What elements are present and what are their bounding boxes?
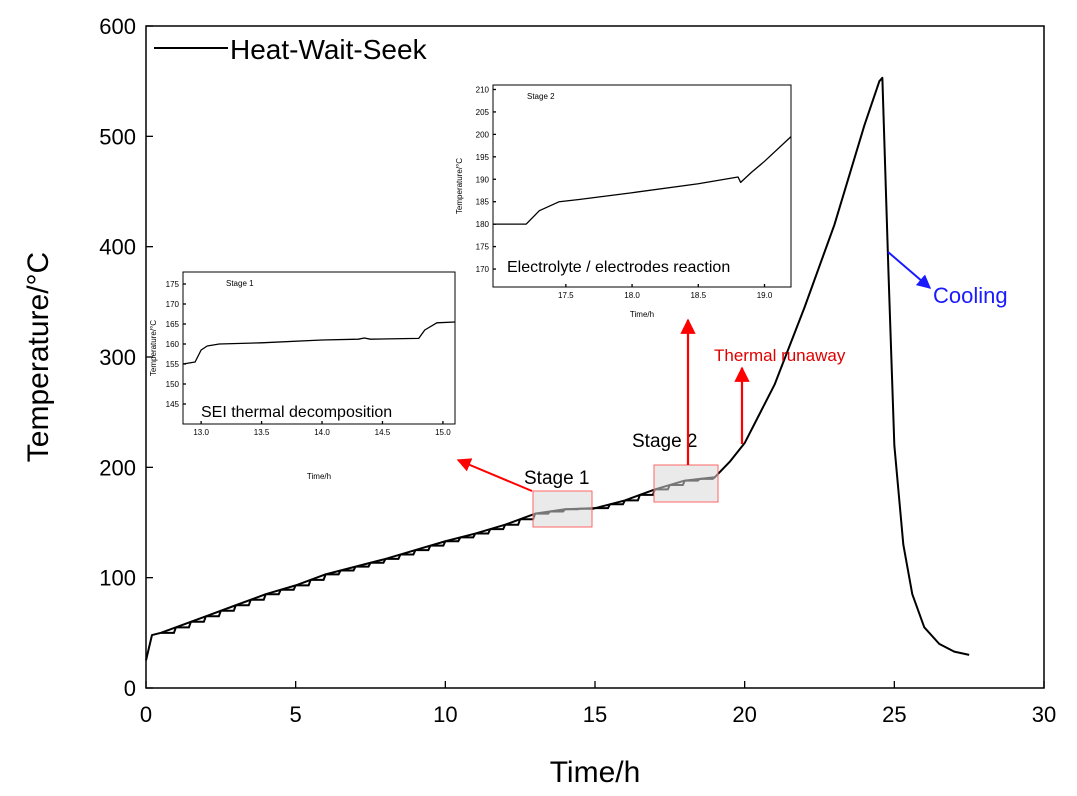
x-tick-label: 18.0 <box>624 291 640 300</box>
y-tick-label: 175 <box>166 280 180 289</box>
inset-stage1-line <box>182 321 456 365</box>
y-tick-label: 160 <box>166 340 180 349</box>
x-tick-label: 5 <box>290 702 302 727</box>
inset-stage2-caption: Electrolyte / electrodes reaction <box>507 259 730 276</box>
y-tick-label: 600 <box>99 14 136 39</box>
y-tick-label: 195 <box>476 153 490 162</box>
inset-stage2-line <box>493 136 792 225</box>
stage1-label: Stage 1 <box>524 468 590 489</box>
inset-stage1: 13.0 13.5 14.0 14.5 15.0 145 150 155 160 165 170 17… <box>149 271 456 481</box>
y-tick-label: 200 <box>99 455 136 480</box>
legend-label: Heat-Wait-Seek <box>230 34 428 65</box>
x-tick-label: 25 <box>882 702 906 727</box>
y-tick-label: 300 <box>99 345 136 370</box>
inset-stage1-title: Stage 1 <box>226 279 254 288</box>
y-tick-label: 200 <box>476 130 490 139</box>
y-tick-label: 145 <box>166 400 180 409</box>
inset-stage2-ticks: 17.5 18.0 18.5 19.0 170 175 180 185 190 195 200 205… <box>476 85 773 300</box>
inset-stage1-frame <box>182 271 456 425</box>
y-tick-label: 175 <box>476 243 490 252</box>
inset-stage1-xlabel: Time/h <box>307 472 331 481</box>
inset-stage2-ylabel: Temperature/°C <box>455 158 464 214</box>
y-tick-label: 500 <box>99 124 136 149</box>
y-tick-label: 170 <box>166 300 180 309</box>
inset-stage2-xlabel: Time/h <box>630 310 654 319</box>
inset-stage2-title: Stage 2 <box>527 92 555 101</box>
x-tick-label: 14.5 <box>375 428 391 437</box>
inset-stage1-ticks: 13.0 13.5 14.0 14.5 15.0 145 150 155 160 165 170 17… <box>166 280 452 437</box>
x-tick-label: 14.0 <box>314 428 330 437</box>
x-tick-label: 15.0 <box>435 428 451 437</box>
thermal-runaway-label: Thermal runaway <box>714 346 846 365</box>
x-tick-label: 17.5 <box>558 291 574 300</box>
series-line <box>182 321 456 365</box>
y-tick-label: 205 <box>476 108 490 117</box>
staircase-steps <box>160 476 716 634</box>
x-tick-label: 0 <box>140 702 152 727</box>
y-tick-label: 170 <box>476 265 490 274</box>
inset-stage1-caption: SEI thermal decomposition <box>201 404 392 421</box>
y-tick-label: 210 <box>476 85 490 94</box>
stage1-arrow <box>456 458 533 492</box>
inset-stage2: 17.5 18.0 18.5 19.0 170 175 180 185 190 195 200 205… <box>455 84 792 319</box>
stage1-highlight-box <box>532 490 593 528</box>
y-tick-label: 100 <box>99 566 136 591</box>
series-line <box>493 136 792 225</box>
x-axis-label: Time/h <box>550 756 641 789</box>
y-tick-label: 155 <box>166 360 180 369</box>
x-tick-label: 13.5 <box>254 428 270 437</box>
x-tick-label: 30 <box>1032 702 1056 727</box>
x-tick-label: 20 <box>732 702 756 727</box>
y-tick-label: 185 <box>476 198 490 207</box>
y-tick-label: 150 <box>166 380 180 389</box>
y-axis-label: Temperature/°C <box>22 252 55 462</box>
inset-stage2-frame <box>492 84 792 288</box>
y-tick-label: 180 <box>476 220 490 229</box>
y-tick-label: 400 <box>99 235 136 260</box>
x-tick-label: 18.5 <box>690 291 706 300</box>
inset-stage1-ylabel: Temperature/°C <box>149 320 158 376</box>
cooling-arrow <box>887 251 932 289</box>
stage2-label: Stage 2 <box>632 431 698 452</box>
x-tick-label: 13.0 <box>193 428 209 437</box>
x-tick-label: 10 <box>433 702 457 727</box>
y-tick-label: 190 <box>476 175 490 184</box>
cooling-label: Cooling <box>933 283 1008 308</box>
stage2-highlight-box <box>653 464 719 503</box>
y-tick-label: 0 <box>124 676 136 701</box>
x-tick-label: 19.0 <box>757 291 773 300</box>
y-tick-label: 165 <box>166 320 180 329</box>
legend: Heat-Wait-Seek <box>154 34 428 65</box>
x-tick-label: 15 <box>583 702 607 727</box>
